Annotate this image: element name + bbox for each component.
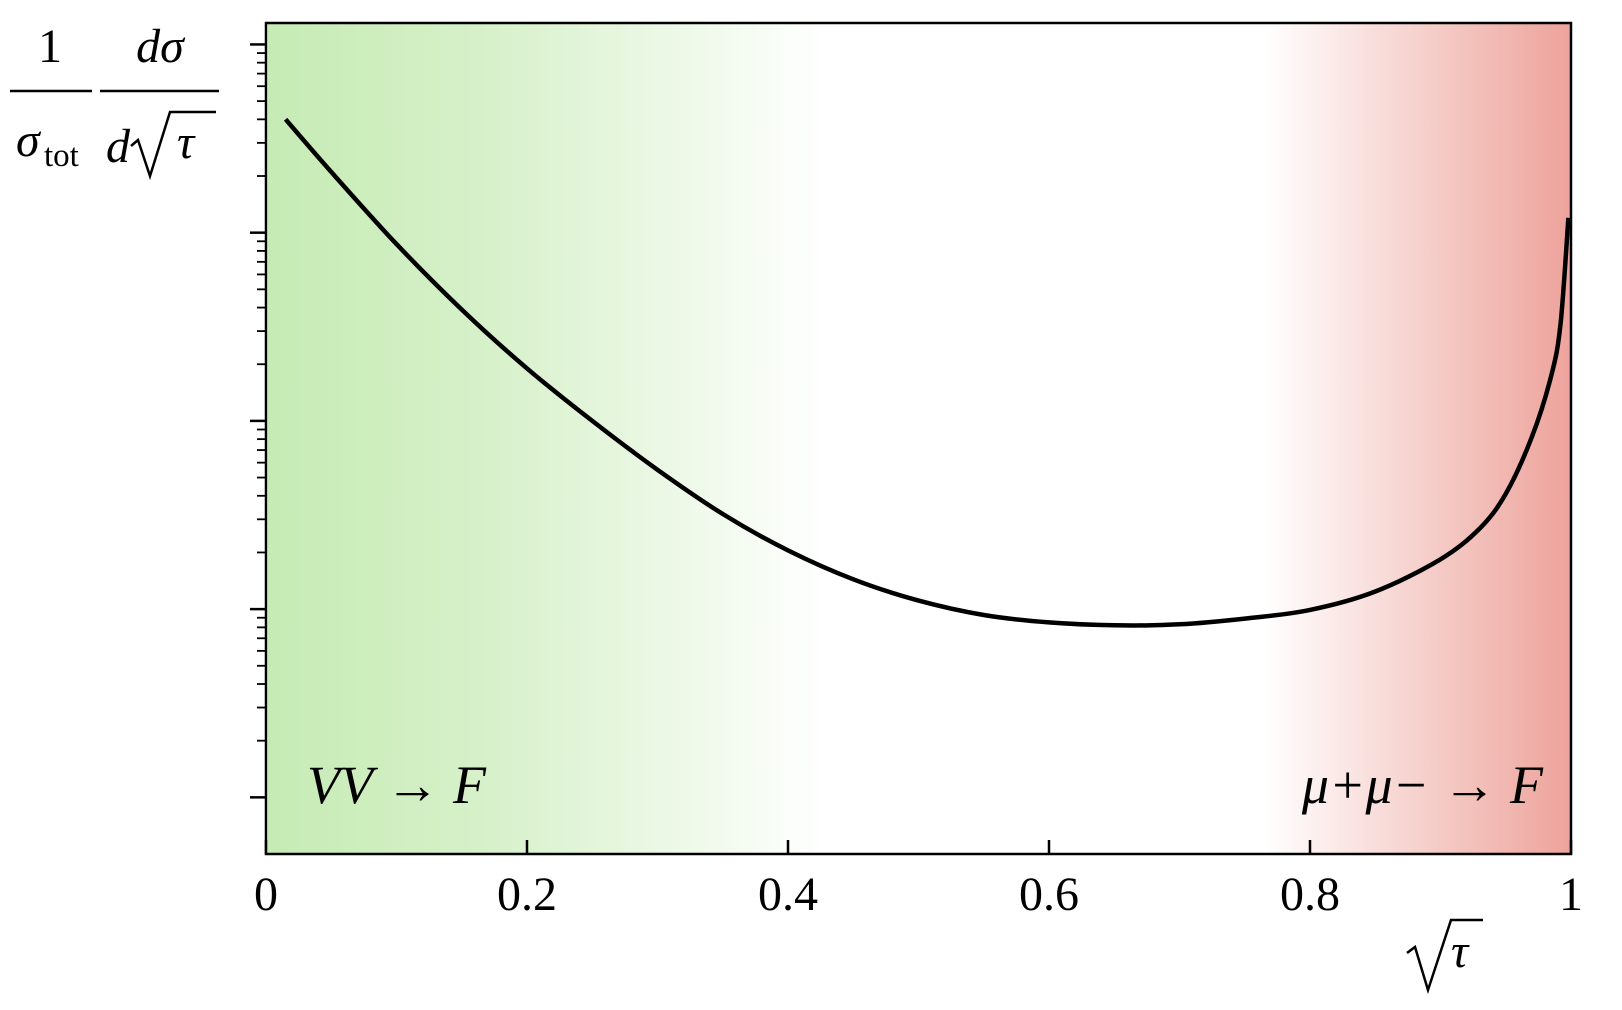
ylabel-one: 1: [38, 20, 62, 73]
ylabel-dsigma: dσ: [136, 20, 186, 73]
x-tick-label: 0.2: [497, 868, 557, 921]
x-tick-label: 0.6: [1019, 868, 1079, 921]
xlabel-tau: τ: [1451, 925, 1470, 978]
x-tick-label: 1: [1559, 868, 1583, 921]
annotation-mumu-to-f: μ+μ− → F: [1301, 755, 1544, 815]
x-tick-label: 0.4: [758, 868, 818, 921]
y-axis-label: 1 σ tot dσ d τ: [10, 20, 219, 181]
x-tick-label: 0: [254, 868, 278, 921]
x-axis-ticks: 0 0.2 0.4 0.6 0.8 1: [254, 840, 1583, 921]
ylabel-d: d: [106, 120, 131, 173]
ylabel-sigma-subscript: tot: [44, 138, 79, 174]
ylabel-sqrt-sign: [130, 110, 216, 181]
x-tick-label: 0.8: [1280, 868, 1340, 921]
mumu-region-shading: [1265, 23, 1571, 854]
ylabel-tau: τ: [177, 116, 196, 169]
y-axis-ticks: [250, 43, 266, 799]
x-axis-label: τ: [1406, 918, 1483, 995]
annotation-vv-to-f: VV → F: [307, 755, 487, 815]
series-curve: [283, 117, 1571, 628]
ylabel-sigma: σ: [16, 114, 42, 167]
vv-region-shading: [268, 23, 828, 854]
xlabel-sqrt-sign: [1406, 918, 1483, 995]
